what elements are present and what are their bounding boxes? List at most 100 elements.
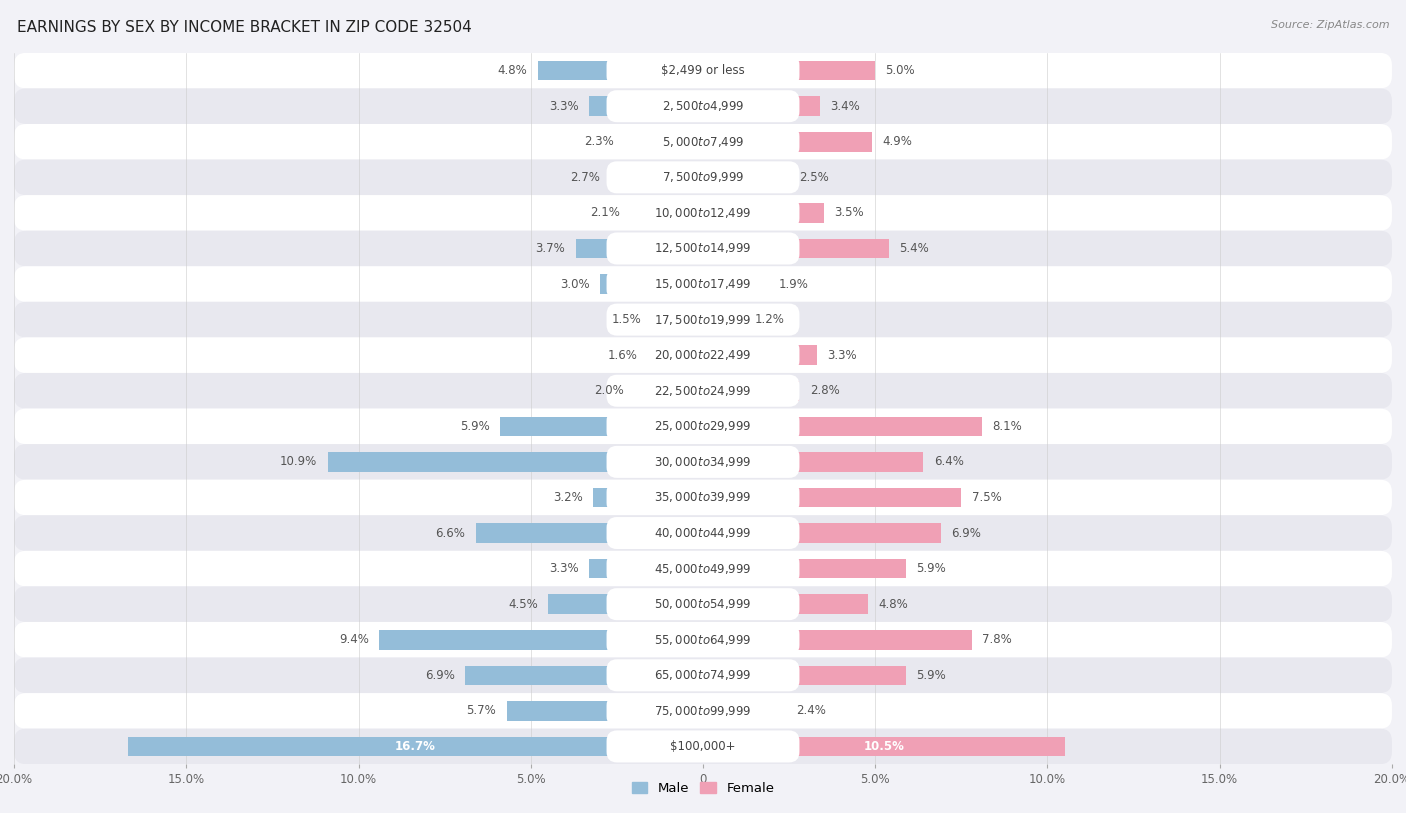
Text: 7.8%: 7.8%: [981, 633, 1012, 646]
Text: $40,000 to $44,999: $40,000 to $44,999: [654, 526, 752, 540]
Text: 4.8%: 4.8%: [879, 598, 908, 611]
Bar: [593, 488, 703, 507]
Bar: [703, 630, 972, 650]
FancyBboxPatch shape: [14, 408, 1392, 444]
FancyBboxPatch shape: [14, 53, 1392, 89]
FancyBboxPatch shape: [606, 126, 800, 158]
Text: 8.1%: 8.1%: [993, 420, 1022, 433]
FancyBboxPatch shape: [14, 444, 1392, 480]
FancyBboxPatch shape: [14, 551, 1392, 586]
Bar: [506, 701, 703, 720]
Bar: [548, 594, 703, 614]
Bar: [589, 559, 703, 578]
FancyBboxPatch shape: [14, 586, 1392, 622]
Bar: [465, 666, 703, 685]
Text: 4.8%: 4.8%: [498, 64, 527, 77]
Text: 1.5%: 1.5%: [612, 313, 641, 326]
FancyBboxPatch shape: [14, 693, 1392, 728]
Text: $2,499 or less: $2,499 or less: [661, 64, 745, 77]
Text: $17,500 to $19,999: $17,500 to $19,999: [654, 313, 752, 327]
Bar: [703, 346, 817, 365]
Bar: [703, 61, 875, 80]
Text: 16.7%: 16.7%: [395, 740, 436, 753]
Text: $12,500 to $14,999: $12,500 to $14,999: [654, 241, 752, 255]
FancyBboxPatch shape: [606, 446, 800, 478]
Text: 3.7%: 3.7%: [536, 242, 565, 255]
Bar: [537, 61, 703, 80]
FancyBboxPatch shape: [14, 622, 1392, 658]
Text: 2.5%: 2.5%: [800, 171, 830, 184]
Text: 1.9%: 1.9%: [779, 277, 808, 290]
Text: 7.5%: 7.5%: [972, 491, 1001, 504]
Text: $22,500 to $24,999: $22,500 to $24,999: [654, 384, 752, 398]
FancyBboxPatch shape: [14, 658, 1392, 693]
FancyBboxPatch shape: [606, 553, 800, 585]
Bar: [703, 239, 889, 259]
FancyBboxPatch shape: [606, 659, 800, 691]
FancyBboxPatch shape: [14, 373, 1392, 408]
FancyBboxPatch shape: [14, 302, 1392, 337]
Text: 3.3%: 3.3%: [550, 562, 579, 575]
Bar: [703, 666, 907, 685]
FancyBboxPatch shape: [14, 337, 1392, 373]
FancyBboxPatch shape: [606, 197, 800, 229]
Text: 2.0%: 2.0%: [593, 385, 624, 398]
FancyBboxPatch shape: [606, 481, 800, 514]
Bar: [475, 524, 703, 543]
Text: 3.2%: 3.2%: [553, 491, 582, 504]
Text: $35,000 to $39,999: $35,000 to $39,999: [654, 490, 752, 504]
Bar: [703, 203, 824, 223]
Text: 5.4%: 5.4%: [900, 242, 929, 255]
FancyBboxPatch shape: [606, 517, 800, 549]
FancyBboxPatch shape: [14, 231, 1392, 266]
Text: $55,000 to $64,999: $55,000 to $64,999: [654, 633, 752, 646]
Text: $20,000 to $22,499: $20,000 to $22,499: [654, 348, 752, 362]
Bar: [651, 310, 703, 329]
Bar: [703, 559, 907, 578]
FancyBboxPatch shape: [14, 124, 1392, 159]
Text: EARNINGS BY SEX BY INCOME BRACKET IN ZIP CODE 32504: EARNINGS BY SEX BY INCOME BRACKET IN ZIP…: [17, 20, 471, 35]
Bar: [703, 416, 981, 436]
Text: 6.9%: 6.9%: [950, 527, 981, 540]
Bar: [703, 488, 962, 507]
Text: $30,000 to $34,999: $30,000 to $34,999: [654, 455, 752, 469]
FancyBboxPatch shape: [606, 268, 800, 300]
Text: 6.6%: 6.6%: [436, 527, 465, 540]
Text: 5.9%: 5.9%: [460, 420, 489, 433]
Bar: [703, 524, 941, 543]
Text: 4.9%: 4.9%: [882, 135, 912, 148]
Text: 5.0%: 5.0%: [886, 64, 915, 77]
Text: $15,000 to $17,499: $15,000 to $17,499: [654, 277, 752, 291]
FancyBboxPatch shape: [606, 54, 800, 87]
Bar: [703, 167, 789, 187]
Text: 1.6%: 1.6%: [607, 349, 637, 362]
Text: 3.4%: 3.4%: [831, 100, 860, 113]
Bar: [631, 203, 703, 223]
Bar: [610, 167, 703, 187]
Bar: [128, 737, 703, 756]
Text: 3.3%: 3.3%: [827, 349, 856, 362]
Text: Source: ZipAtlas.com: Source: ZipAtlas.com: [1271, 20, 1389, 30]
Text: 10.9%: 10.9%: [280, 455, 318, 468]
Text: $7,500 to $9,999: $7,500 to $9,999: [662, 171, 744, 185]
FancyBboxPatch shape: [606, 233, 800, 264]
Bar: [499, 416, 703, 436]
Bar: [599, 274, 703, 293]
Bar: [703, 737, 1064, 756]
FancyBboxPatch shape: [14, 266, 1392, 302]
Text: $50,000 to $54,999: $50,000 to $54,999: [654, 598, 752, 611]
FancyBboxPatch shape: [606, 624, 800, 656]
Text: 2.3%: 2.3%: [583, 135, 613, 148]
Text: $10,000 to $12,499: $10,000 to $12,499: [654, 206, 752, 220]
Text: 3.3%: 3.3%: [550, 100, 579, 113]
Text: 6.4%: 6.4%: [934, 455, 963, 468]
Bar: [703, 381, 800, 401]
FancyBboxPatch shape: [606, 90, 800, 122]
Text: $2,500 to $4,999: $2,500 to $4,999: [662, 99, 744, 113]
FancyBboxPatch shape: [14, 515, 1392, 551]
Bar: [703, 310, 744, 329]
Text: 10.5%: 10.5%: [863, 740, 904, 753]
FancyBboxPatch shape: [14, 159, 1392, 195]
FancyBboxPatch shape: [606, 339, 800, 372]
Bar: [703, 274, 769, 293]
